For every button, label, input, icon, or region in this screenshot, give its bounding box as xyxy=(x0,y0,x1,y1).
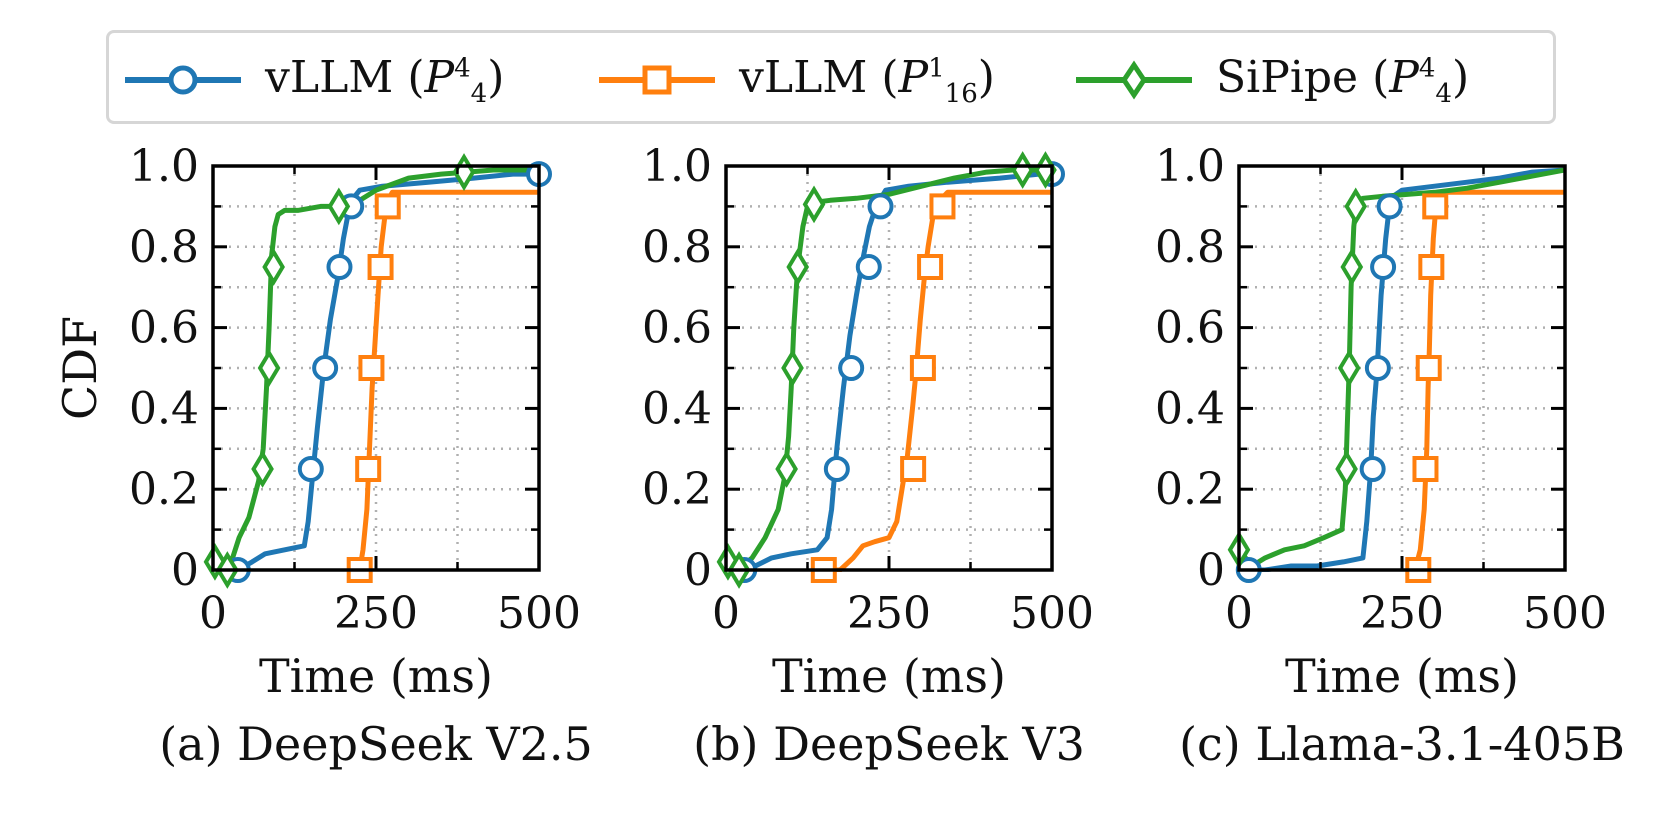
series-line-0 xyxy=(236,171,539,572)
series-marker-2 xyxy=(1340,248,1364,286)
series-marker-2 xyxy=(262,248,285,286)
series-marker-0 xyxy=(855,254,882,280)
y-tick-label: 0.8 xyxy=(129,222,199,273)
series-marker-0 xyxy=(838,355,865,381)
x-tick-label: 0 xyxy=(199,588,227,639)
chart-panel-1: 0 250 500 0 0.2 0.4 0.6 0.8 1.0 Time (ms) (b) Deep… xyxy=(642,141,1094,771)
series-marker-2 xyxy=(1337,349,1361,387)
series-marker-1 xyxy=(917,254,944,280)
series-line-1 xyxy=(357,189,539,571)
series-line-1 xyxy=(1412,189,1565,571)
chart-caption: (b) DeepSeek V3 xyxy=(693,717,1085,771)
chart-caption: (a) DeepSeek V2.5 xyxy=(159,717,593,771)
x-tick-label: 500 xyxy=(1523,588,1607,639)
series-marker-0 xyxy=(1359,456,1386,482)
series-marker-2 xyxy=(775,450,798,488)
legend-label-vllm-p116: vLLM (P116) xyxy=(739,51,995,109)
legend-label-sipipe-p44: SiPipe (P44) xyxy=(1216,51,1470,109)
y-tick-label: 0.8 xyxy=(642,222,712,273)
y-tick-label: 0.6 xyxy=(642,303,712,354)
y-tick-label: 0.4 xyxy=(642,383,712,434)
x-tick-label: 500 xyxy=(497,588,581,639)
x-axis-label: Time (ms) xyxy=(772,649,1006,703)
series-marker-2 xyxy=(257,349,281,387)
series-marker-1 xyxy=(929,193,956,220)
x-tick-label: 250 xyxy=(334,588,418,639)
legend-swatch-diamond xyxy=(1076,60,1192,100)
series-marker-1 xyxy=(909,355,936,381)
y-tick-label: 0.2 xyxy=(1155,464,1225,515)
series-marker-1 xyxy=(1412,456,1439,482)
y-tick-label: 1.0 xyxy=(1155,141,1225,192)
series-marker-1 xyxy=(358,355,385,381)
x-axis-label: Time (ms) xyxy=(259,649,493,703)
y-tick-label: 0 xyxy=(1197,545,1225,596)
series-marker-0 xyxy=(1364,355,1391,381)
series-line-2 xyxy=(726,167,1052,572)
series-marker-0 xyxy=(297,456,324,482)
y-axis-label: CDF xyxy=(53,316,107,420)
x-tick-label: 0 xyxy=(1225,588,1253,639)
legend-swatch-square xyxy=(599,65,715,95)
series-marker-0 xyxy=(1370,254,1397,280)
y-tick-label: 0.4 xyxy=(129,383,199,434)
series-marker-0 xyxy=(326,254,353,280)
series-marker-2 xyxy=(1335,450,1358,488)
series-marker-2 xyxy=(1344,187,1368,226)
y-tick-label: 0 xyxy=(684,545,712,596)
series-line-2 xyxy=(213,167,539,572)
series-marker-2 xyxy=(786,248,810,286)
series-marker-2 xyxy=(1011,151,1034,189)
legend-entry-vllm-p116: vLLM (P116) xyxy=(597,33,995,127)
series-marker-2 xyxy=(802,185,826,224)
series-marker-1 xyxy=(1415,355,1442,381)
legend-entry-vllm-p44: vLLM (P44) xyxy=(123,33,504,127)
legend: vLLM (P44) vLLM (P116) SiPipe (P44) xyxy=(106,30,1556,124)
y-tick-label: 1.0 xyxy=(129,141,199,192)
series-marker-1 xyxy=(355,456,382,482)
series-marker-1 xyxy=(1418,254,1445,280)
legend-swatch-circle xyxy=(125,65,241,95)
series-marker-2 xyxy=(327,187,351,226)
legend-label-vllm-p44: vLLM (P44) xyxy=(265,51,505,109)
y-tick-label: 0 xyxy=(171,545,199,596)
series-line-2 xyxy=(1239,167,1565,569)
series-marker-2 xyxy=(781,349,804,387)
series-marker-0 xyxy=(312,355,339,381)
series-marker-2 xyxy=(251,450,274,488)
x-tick-label: 500 xyxy=(1010,588,1094,639)
y-tick-label: 0.2 xyxy=(129,464,199,515)
series-marker-0 xyxy=(823,456,850,482)
x-tick-label: 250 xyxy=(1360,588,1444,639)
y-tick-label: 0.8 xyxy=(1155,222,1225,273)
series-marker-1 xyxy=(1422,193,1449,220)
series-marker-1 xyxy=(367,254,394,280)
series-marker-0 xyxy=(1376,193,1403,220)
y-tick-label: 0.2 xyxy=(642,464,712,515)
y-tick-label: 0.6 xyxy=(129,303,199,354)
y-tick-label: 1.0 xyxy=(642,141,712,192)
series-marker-1 xyxy=(900,456,927,482)
x-tick-label: 250 xyxy=(847,588,931,639)
series-marker-0 xyxy=(867,193,894,220)
chart-panel-0: 0 250 500 0 0.2 0.4 0.6 0.8 1.0 Time (ms) (a) Deep… xyxy=(53,141,593,771)
series-line-1 xyxy=(823,189,1052,572)
legend-entry-sipipe-p44: SiPipe (P44) xyxy=(1074,33,1469,127)
series-marker-1 xyxy=(374,193,401,220)
y-tick-label: 0.4 xyxy=(1155,383,1225,434)
y-tick-label: 0.6 xyxy=(1155,303,1225,354)
chart-panel-2: 0 250 500 0 0.2 0.4 0.6 0.8 1.0 Time (ms) (c) Llam… xyxy=(1155,141,1625,771)
x-axis-label: Time (ms) xyxy=(1285,649,1519,703)
x-tick-label: 0 xyxy=(712,588,740,639)
chart-caption: (c) Llama-3.1-405B xyxy=(1179,717,1625,771)
series-line-0 xyxy=(1248,167,1565,572)
